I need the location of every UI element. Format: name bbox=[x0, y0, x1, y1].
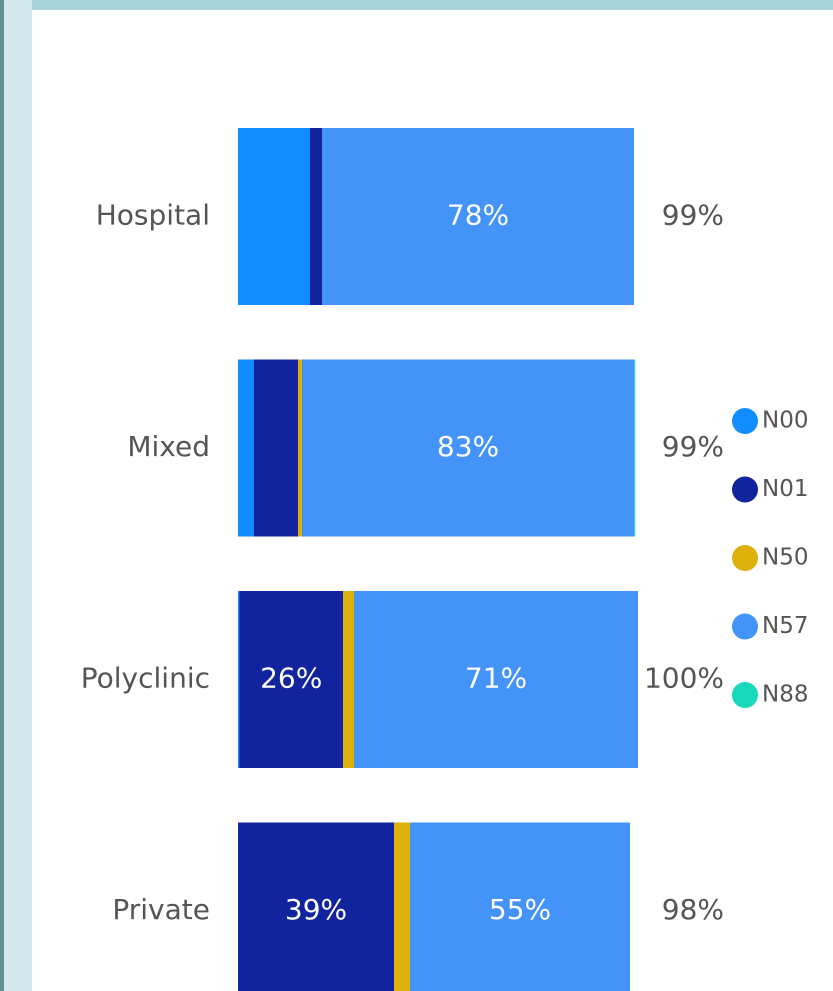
left-edge bbox=[0, 0, 4, 991]
legend-label: N88 bbox=[762, 682, 808, 708]
total-label: 99% bbox=[662, 430, 724, 463]
data-label: 55% bbox=[489, 893, 551, 926]
bar-segment bbox=[394, 822, 410, 991]
bar-segment bbox=[302, 359, 634, 537]
total-label: 98% bbox=[662, 893, 724, 926]
bar-segment bbox=[343, 591, 354, 768]
top-band bbox=[0, 0, 833, 10]
legend-label: N00 bbox=[762, 408, 808, 434]
legend-marker bbox=[732, 613, 758, 640]
legend-label: N50 bbox=[762, 545, 808, 571]
legend-marker bbox=[732, 476, 758, 503]
bar-segment bbox=[322, 128, 634, 305]
total-label: 99% bbox=[662, 199, 724, 232]
bar-segment bbox=[238, 128, 310, 305]
bar-segment bbox=[410, 822, 630, 991]
bar-segment bbox=[239, 591, 344, 768]
legend-marker bbox=[732, 545, 758, 571]
bar-segment bbox=[354, 591, 638, 768]
data-label: 39% bbox=[285, 893, 347, 926]
category-label: Hospital bbox=[96, 199, 210, 232]
data-label: 83% bbox=[437, 430, 499, 463]
bar-segment bbox=[298, 359, 302, 537]
bar-segment bbox=[634, 359, 636, 537]
bar-segment bbox=[310, 128, 322, 305]
data-label: 78% bbox=[447, 199, 509, 232]
category-label: Mixed bbox=[127, 430, 210, 463]
legend-label: N01 bbox=[762, 476, 808, 502]
legend-marker bbox=[732, 682, 758, 708]
data-label: 26% bbox=[260, 662, 322, 695]
data-label: 71% bbox=[465, 662, 527, 695]
bar-segment bbox=[254, 359, 298, 537]
category-label: Polyclinic bbox=[81, 662, 210, 695]
bar-segment bbox=[238, 822, 394, 991]
legend-label: N57 bbox=[762, 613, 808, 639]
category-label: Private bbox=[112, 893, 210, 926]
total-label: 100% bbox=[644, 662, 724, 695]
legend-marker bbox=[732, 408, 758, 434]
bar-segment bbox=[238, 359, 254, 537]
left-band bbox=[0, 0, 32, 991]
bar-segment bbox=[238, 591, 240, 768]
